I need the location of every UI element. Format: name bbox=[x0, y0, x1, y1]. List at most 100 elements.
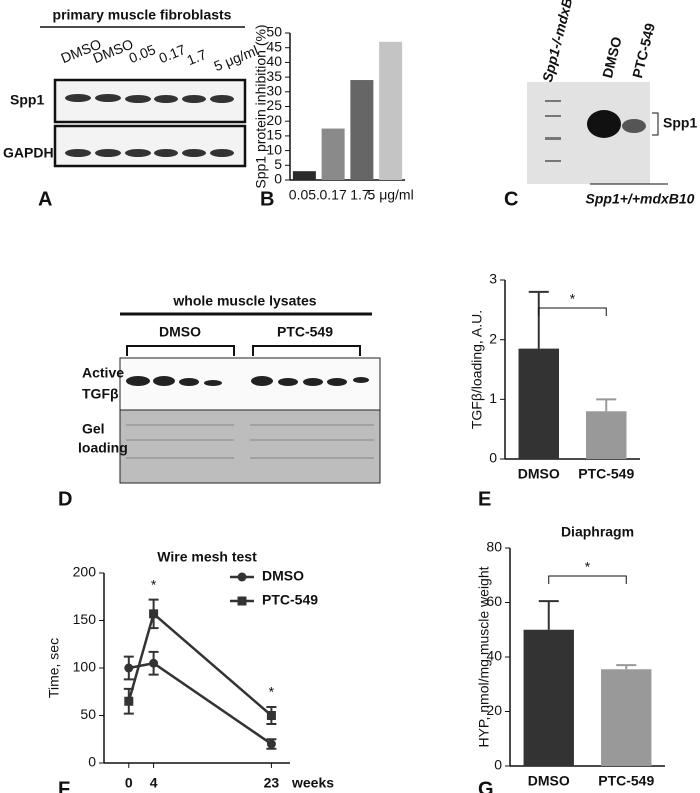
x-tick-label: 1.7. bbox=[350, 187, 373, 203]
x-tick-label: 5 μg/ml bbox=[368, 187, 414, 203]
panel-letter: E bbox=[478, 488, 491, 510]
row-label: TGFβ bbox=[82, 386, 119, 402]
x-tick-label: DMSO bbox=[528, 773, 570, 789]
marker bbox=[266, 711, 276, 720]
band-label: Spp1 bbox=[663, 115, 697, 131]
panel-d: whole muscle lysates DMSO PTC-549 Active… bbox=[58, 293, 381, 510]
significance-bracket bbox=[548, 575, 627, 584]
gel-lanes bbox=[126, 424, 374, 459]
y-tick-label: 150 bbox=[73, 611, 97, 627]
x-axis-label: weeks bbox=[291, 775, 334, 791]
lane-label: 0.17 bbox=[157, 41, 188, 66]
chart-title: Wire mesh test bbox=[157, 549, 257, 565]
legend-label: PTC-549 bbox=[262, 592, 318, 608]
y-tick-label: 20 bbox=[266, 112, 282, 128]
y-tick-label: 10 bbox=[266, 141, 282, 157]
bar bbox=[601, 669, 652, 766]
marker bbox=[266, 739, 276, 749]
bar bbox=[586, 411, 627, 459]
x-tick-label: PTC-549 bbox=[598, 773, 654, 789]
y-tick-label: 80 bbox=[486, 539, 502, 555]
panel-letter: G bbox=[478, 778, 494, 793]
marker bbox=[124, 696, 134, 706]
blot-box bbox=[53, 124, 247, 168]
group-label: Spp1+/+mdxB10 bbox=[586, 191, 695, 207]
blot-header: primary muscle fibroblasts bbox=[53, 7, 232, 23]
group-label: PTC-549 bbox=[277, 324, 333, 340]
error-bar bbox=[538, 600, 559, 630]
y-tick-label: 40 bbox=[266, 53, 282, 69]
error-bar bbox=[616, 664, 637, 670]
x-tick-label: DMSO bbox=[518, 466, 560, 482]
y-tick-label: 35 bbox=[266, 68, 282, 84]
blot-image bbox=[527, 82, 650, 184]
legend-marker bbox=[237, 596, 247, 606]
error-bar bbox=[528, 290, 549, 349]
panel-letter: A bbox=[38, 188, 52, 210]
legend-label: DMSO bbox=[262, 568, 304, 584]
significance: * bbox=[269, 684, 275, 700]
bar bbox=[321, 128, 345, 180]
bar bbox=[518, 348, 559, 459]
x-tick-label: 23 bbox=[264, 775, 280, 791]
legend-marker bbox=[237, 572, 247, 582]
y-tick-label: 0 bbox=[494, 757, 502, 773]
group-label: DMSO bbox=[159, 324, 201, 340]
bar bbox=[292, 171, 316, 180]
panel-a: primary muscle fibroblasts DMSO DMSO 0.0… bbox=[3, 7, 260, 211]
bar bbox=[350, 80, 374, 180]
bar bbox=[523, 629, 574, 766]
y-tick-label: 0 bbox=[489, 450, 497, 466]
y-tick-label: 2 bbox=[489, 330, 497, 346]
marker bbox=[149, 609, 159, 619]
bands bbox=[65, 94, 234, 157]
lane-label: PTC-549 bbox=[629, 21, 658, 79]
lane-label: Spp1-/-mdxB10 bbox=[539, 0, 579, 84]
bar bbox=[379, 41, 403, 180]
y-tick-label: 45 bbox=[266, 38, 282, 54]
lane-label: 1.7 bbox=[185, 46, 209, 68]
y-tick-label: 25 bbox=[266, 97, 282, 113]
panel-letter: C bbox=[504, 188, 518, 210]
band bbox=[587, 110, 621, 138]
bands bbox=[545, 100, 561, 162]
row-label: loading bbox=[78, 440, 128, 456]
y-tick-label: 0 bbox=[274, 171, 282, 187]
x-tick-label: PTC-549 bbox=[578, 466, 634, 482]
panel-letter: D bbox=[58, 488, 72, 510]
band bbox=[622, 119, 646, 133]
significance: * bbox=[585, 559, 591, 575]
significance: * bbox=[151, 576, 157, 592]
row-label: Spp1 bbox=[10, 92, 44, 108]
marker bbox=[124, 663, 134, 673]
x-tick-label: 0.17 bbox=[320, 187, 347, 203]
row-label: Active bbox=[82, 365, 124, 381]
y-tick-label: 15 bbox=[266, 127, 282, 143]
y-axis-label: HYP, nmol/mg muscle weight bbox=[476, 566, 492, 747]
x-tick-label: 0.05. bbox=[289, 187, 320, 203]
blot-header: whole muscle lysates bbox=[172, 293, 316, 309]
y-tick-label: 50 bbox=[266, 24, 282, 40]
panel-c: Spp1-/-mdxB10 DMSO PTC-549 Spp1 Spp1+/+m… bbox=[504, 0, 697, 210]
y-tick-label: 40 bbox=[486, 648, 502, 664]
y-axis-label: Time, sec bbox=[46, 638, 62, 698]
y-tick-label: 0 bbox=[88, 754, 96, 770]
significance: * bbox=[570, 291, 576, 307]
chart-title: Diaphragm bbox=[561, 524, 634, 540]
y-tick-label: 30 bbox=[266, 83, 282, 99]
y-axis-label: TGFβ/loading, A.U. bbox=[469, 310, 485, 429]
panel-letter: F bbox=[58, 778, 70, 793]
y-tick-label: 1 bbox=[489, 390, 497, 406]
x-tick-label: 4 bbox=[150, 775, 158, 791]
bracket bbox=[652, 112, 659, 136]
x-tick-label: 0 bbox=[125, 775, 133, 791]
gel-image bbox=[119, 409, 381, 484]
y-tick-label: 20 bbox=[486, 702, 502, 718]
y-tick-label: 200 bbox=[73, 564, 97, 580]
marker bbox=[149, 658, 159, 668]
bands bbox=[126, 376, 369, 386]
y-tick-label: 60 bbox=[486, 593, 502, 609]
error-bar bbox=[596, 398, 617, 412]
lane-label: DMSO bbox=[599, 35, 625, 80]
